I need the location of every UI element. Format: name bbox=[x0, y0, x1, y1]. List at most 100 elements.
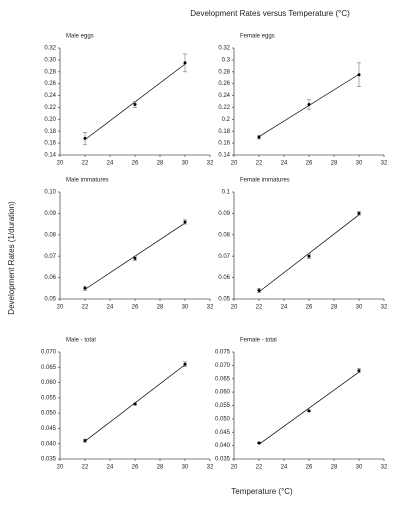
y-tick-label: 0.32 bbox=[218, 46, 230, 52]
y-tick-label: 0.18 bbox=[218, 129, 230, 135]
data-point bbox=[257, 135, 261, 139]
panel-title: Male - total bbox=[66, 338, 96, 344]
x-tick-label: 22 bbox=[82, 465, 89, 471]
data-point bbox=[183, 362, 187, 366]
y-tick-label: 0.05 bbox=[218, 297, 230, 303]
data-point bbox=[133, 402, 137, 406]
y-tick-label: 0.22 bbox=[218, 105, 230, 111]
y-tick-label: 0.14 bbox=[44, 153, 56, 159]
x-tick-label: 28 bbox=[331, 161, 338, 167]
y-tick-label: 0.09 bbox=[218, 211, 230, 217]
trend-line bbox=[258, 214, 360, 293]
y-tick-label: 0.045 bbox=[41, 426, 57, 432]
y-tick-label: 0.14 bbox=[218, 153, 230, 159]
y-tick-label: 0.05 bbox=[44, 297, 56, 303]
data-point bbox=[133, 256, 137, 260]
x-tick-label: 22 bbox=[82, 161, 89, 167]
y-tick-label: 0.26 bbox=[218, 81, 230, 87]
x-tick-label: 20 bbox=[57, 305, 64, 311]
data-point bbox=[307, 254, 311, 258]
x-tick-label: 30 bbox=[182, 465, 189, 471]
data-point bbox=[357, 211, 361, 215]
panel-title: Male eggs bbox=[66, 34, 94, 40]
y-tick-label: 0.050 bbox=[41, 411, 57, 417]
x-tick-label: 32 bbox=[381, 465, 388, 471]
y-tick-label: 0.28 bbox=[218, 69, 230, 75]
x-axis-label: Temperature (°C) bbox=[231, 487, 293, 496]
x-tick-label: 26 bbox=[306, 161, 313, 167]
y-tick-label: 0.2 bbox=[222, 117, 231, 123]
x-tick-label: 28 bbox=[157, 465, 164, 471]
y-tick-label: 0.065 bbox=[215, 376, 231, 382]
panel-title: Female eggs bbox=[240, 34, 275, 40]
x-tick-label: 30 bbox=[356, 465, 363, 471]
y-tick-label: 0.055 bbox=[215, 403, 231, 409]
x-tick-label: 22 bbox=[256, 305, 263, 311]
x-tick-label: 30 bbox=[356, 161, 363, 167]
data-point bbox=[83, 439, 87, 443]
x-tick-label: 26 bbox=[132, 161, 139, 167]
y-tick-label: 0.28 bbox=[44, 69, 56, 75]
y-tick-label: 0.070 bbox=[215, 363, 231, 369]
x-tick-label: 28 bbox=[157, 305, 164, 311]
x-tick-label: 24 bbox=[107, 305, 114, 311]
x-tick-label: 20 bbox=[231, 161, 238, 167]
data-point bbox=[357, 369, 361, 373]
x-tick-label: 22 bbox=[256, 465, 263, 471]
x-tick-label: 26 bbox=[132, 305, 139, 311]
y-tick-label: 0.06 bbox=[218, 275, 230, 281]
x-tick-label: 28 bbox=[331, 305, 338, 311]
x-tick-label: 20 bbox=[231, 465, 238, 471]
x-tick-label: 30 bbox=[182, 305, 189, 311]
y-tick-label: 0.09 bbox=[44, 211, 56, 217]
y-tick-label: 0.32 bbox=[44, 46, 56, 52]
y-tick-label: 0.26 bbox=[44, 81, 56, 87]
y-tick-label: 0.07 bbox=[44, 254, 56, 260]
data-point bbox=[83, 286, 87, 290]
x-tick-label: 32 bbox=[381, 161, 388, 167]
y-tick-label: 0.3 bbox=[222, 57, 231, 63]
y-tick-label: 0.075 bbox=[215, 350, 231, 356]
x-tick-label: 32 bbox=[207, 465, 214, 471]
data-point bbox=[357, 73, 361, 77]
x-tick-label: 20 bbox=[57, 465, 64, 471]
y-tick-label: 0.18 bbox=[44, 129, 56, 135]
y-axis-label: Development Rates (1/duration) bbox=[7, 201, 16, 315]
y-tick-label: 0.1 bbox=[222, 190, 231, 196]
y-tick-label: 0.08 bbox=[218, 232, 230, 238]
y-tick-label: 0.060 bbox=[215, 390, 231, 396]
figure-title: Development Rates versus Temperature (°C… bbox=[190, 9, 350, 18]
y-tick-label: 0.16 bbox=[218, 141, 230, 147]
panel-title: Female - total bbox=[240, 338, 277, 344]
x-tick-label: 24 bbox=[107, 465, 114, 471]
x-tick-label: 20 bbox=[231, 305, 238, 311]
y-tick-label: 0.065 bbox=[41, 365, 57, 371]
y-tick-label: 0.06 bbox=[44, 275, 56, 281]
x-tick-label: 26 bbox=[132, 465, 139, 471]
trend-line bbox=[258, 371, 360, 445]
x-tick-label: 32 bbox=[207, 305, 214, 311]
y-tick-label: 0.10 bbox=[44, 190, 56, 196]
data-point bbox=[133, 102, 137, 106]
data-point bbox=[257, 441, 261, 445]
y-tick-label: 0.30 bbox=[44, 57, 56, 63]
y-tick-label: 0.07 bbox=[218, 254, 230, 260]
y-tick-label: 0.08 bbox=[44, 232, 56, 238]
panel-title: Male immatures bbox=[66, 178, 109, 184]
data-point bbox=[183, 61, 187, 65]
y-tick-label: 0.035 bbox=[41, 457, 57, 463]
y-tick-label: 0.070 bbox=[41, 350, 57, 356]
x-tick-label: 28 bbox=[331, 465, 338, 471]
y-tick-label: 0.040 bbox=[41, 441, 57, 447]
y-tick-label: 0.045 bbox=[215, 430, 231, 436]
y-tick-label: 0.040 bbox=[215, 443, 231, 449]
data-point bbox=[307, 409, 311, 413]
y-tick-label: 0.24 bbox=[218, 93, 230, 99]
x-tick-label: 24 bbox=[281, 465, 288, 471]
x-tick-label: 32 bbox=[207, 161, 214, 167]
x-tick-label: 22 bbox=[256, 161, 263, 167]
x-tick-label: 30 bbox=[356, 305, 363, 311]
x-tick-label: 32 bbox=[381, 305, 388, 311]
x-tick-label: 30 bbox=[182, 161, 189, 167]
